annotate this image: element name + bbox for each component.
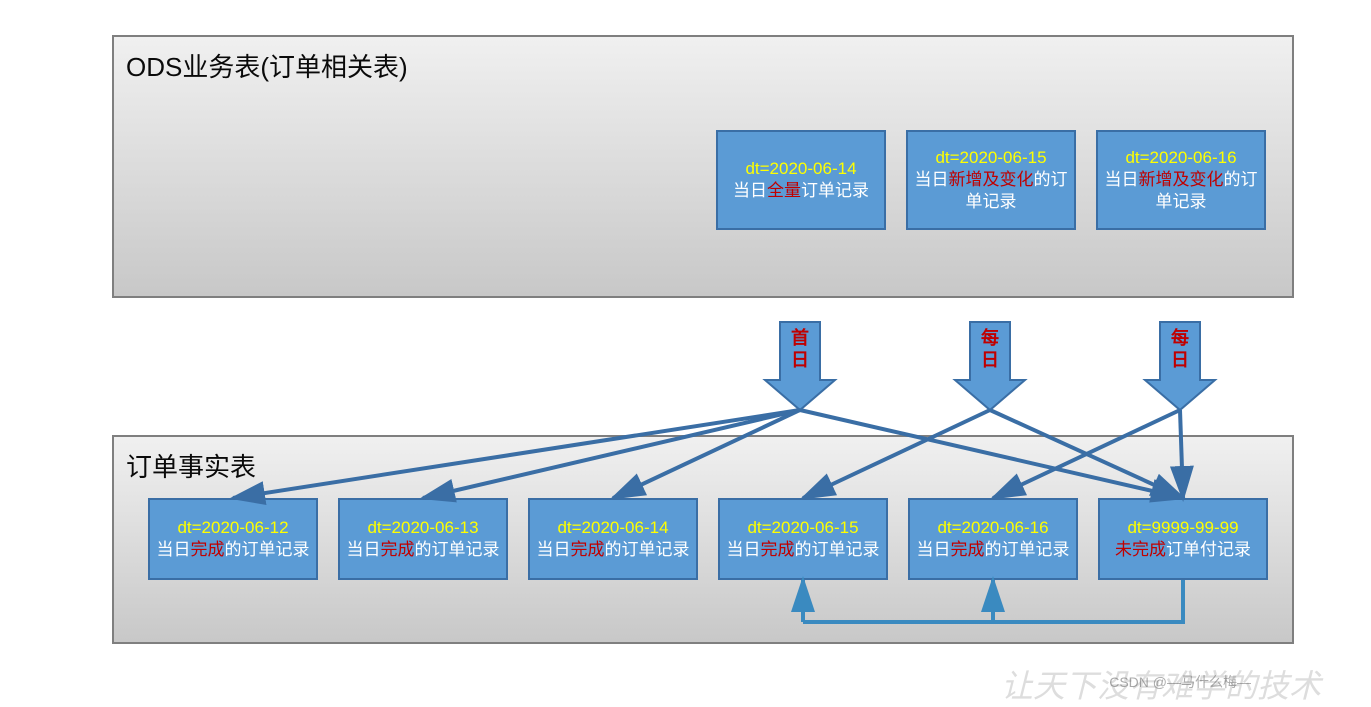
box-desc: 当日完成的订单记录: [154, 539, 312, 561]
ods-panel-title: ODS业务表(订单相关表): [126, 47, 408, 84]
box-desc: 当日全量订单记录: [722, 180, 880, 202]
dt-label: dt=2020-06-13: [344, 517, 502, 539]
dt-label: dt=9999-99-99: [1104, 517, 1262, 539]
flow-arrow-label: 每: [1171, 327, 1189, 348]
ods-partition-box: dt=2020-06-15当日新增及变化的订单记录: [906, 130, 1076, 230]
fact-partition-box: dt=2020-06-13当日完成的订单记录: [338, 498, 508, 580]
box-desc: 当日新增及变化的订单记录: [912, 169, 1070, 213]
fact-partition-box: dt=2020-06-14当日完成的订单记录: [528, 498, 698, 580]
flow-arrow-label: 首: [791, 327, 809, 348]
flow-arrow-a2: [955, 322, 1025, 410]
dt-label: dt=2020-06-15: [724, 517, 882, 539]
fact-partition-box: dt=2020-06-12当日完成的订单记录: [148, 498, 318, 580]
box-desc: 当日完成的订单记录: [344, 539, 502, 561]
box-desc: 当日新增及变化的订单记录: [1102, 169, 1260, 213]
flow-arrow-label: 日: [1171, 350, 1189, 370]
fact-panel-title: 订单事实表: [126, 447, 256, 484]
dt-label: dt=2020-06-16: [1102, 147, 1260, 169]
box-desc: 当日完成的订单记录: [724, 539, 882, 561]
flow-arrow-label: 日: [791, 350, 809, 370]
dt-label: dt=2020-06-12: [154, 517, 312, 539]
fact-partition-box: dt=2020-06-15当日完成的订单记录: [718, 498, 888, 580]
flow-arrow-label: 日: [981, 350, 999, 370]
ods-partition-box: dt=2020-06-16当日新增及变化的订单记录: [1096, 130, 1266, 230]
flow-arrow-a1: [765, 322, 835, 410]
box-desc: 当日完成的订单记录: [534, 539, 692, 561]
box-desc: 当日完成的订单记录: [914, 539, 1072, 561]
flow-arrow-a3: [1145, 322, 1215, 410]
fact-partition-box: dt=9999-99-99未完成订单付记录: [1098, 498, 1268, 580]
watermark-csdn: CSDN @—马什么梅—: [1109, 672, 1251, 692]
fact-partition-box: dt=2020-06-16当日完成的订单记录: [908, 498, 1078, 580]
ods-partition-box: dt=2020-06-14当日全量订单记录: [716, 130, 886, 230]
dt-label: dt=2020-06-14: [534, 517, 692, 539]
box-desc: 未完成订单付记录: [1104, 539, 1262, 561]
dt-label: dt=2020-06-14: [722, 158, 880, 180]
dt-label: dt=2020-06-16: [914, 517, 1072, 539]
dt-label: dt=2020-06-15: [912, 147, 1070, 169]
flow-arrow-label: 每: [981, 327, 999, 348]
